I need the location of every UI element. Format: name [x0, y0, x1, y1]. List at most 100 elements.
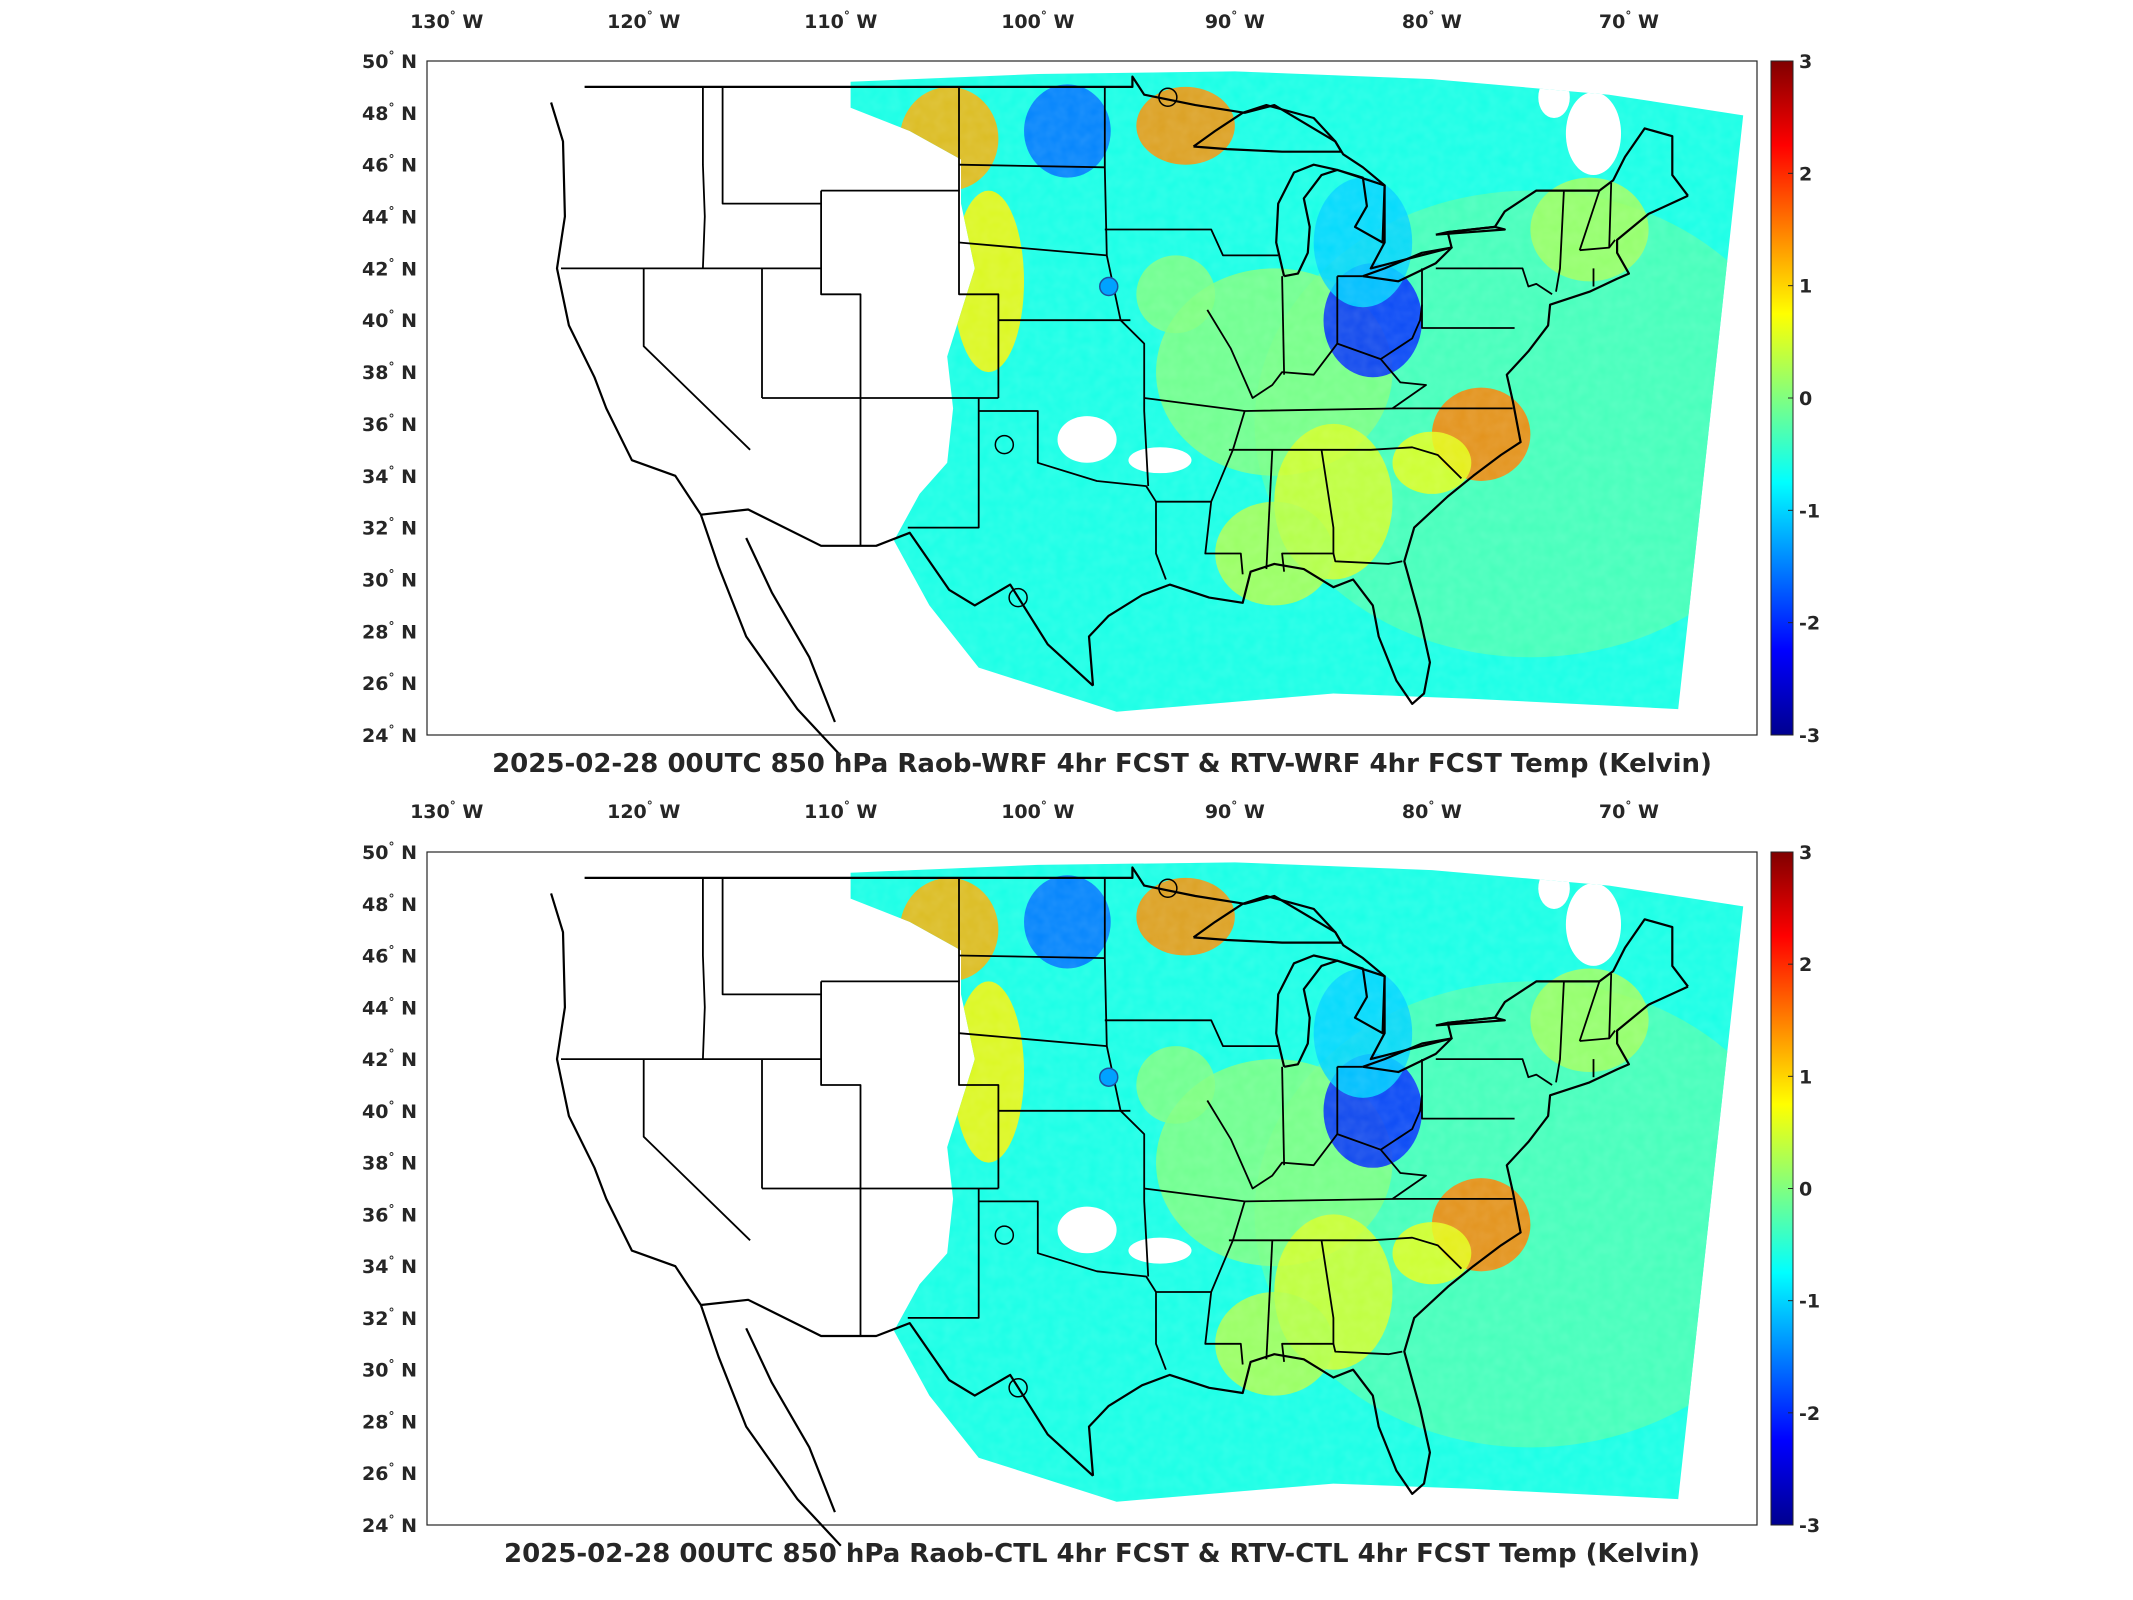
latitude-tick-label: 50° N: [362, 49, 417, 73]
latitude-tick-label: 46° N: [362, 153, 417, 177]
state-border: [702, 877, 706, 1060]
panel-title: 2025-02-28 00UTC 850 hPa Raob-WRF 4hr FC…: [492, 749, 1712, 779]
map-panel-1: 130° W 120° W 110° W 100° W 90° W 80° W 70° W 5…: [362, 9, 1820, 779]
longitude-tick-label: 70° W: [1599, 9, 1659, 33]
colorbar-tick-label: 1: [1799, 1066, 1812, 1088]
latitude-tick-label: 46° N: [362, 944, 417, 968]
state-border: [1244, 1198, 1513, 1203]
raob-marker: [1158, 87, 1178, 108]
colorbar-tick-label: -2: [1799, 613, 1820, 635]
state-border: [958, 954, 1105, 959]
latitude-tick-label: 34° N: [362, 1254, 417, 1278]
latitude-tick-label: 24° N: [362, 723, 417, 747]
coastline: [745, 1327, 836, 1513]
coastline: [584, 75, 1689, 270]
raob-marker: [1158, 878, 1178, 898]
map-panel-2: 130° W 120° W 110° W 100° W 90° W 80° W 70° W 5…: [362, 799, 1820, 1569]
colorbar-tick-label: -2: [1799, 1403, 1820, 1425]
state-border: [1103, 86, 1150, 487]
latitude-tick-label: 38° N: [362, 1151, 417, 1175]
state-border: [821, 189, 1000, 398]
state-border: [820, 981, 862, 1336]
latitude-tick-label: 42° N: [362, 1047, 417, 1071]
coastline: [699, 1304, 842, 1547]
longitude-tick-label: 80° W: [1402, 799, 1462, 823]
state-border: [820, 190, 862, 546]
great-lake-outline: [1435, 1016, 1506, 1027]
latitude-tick-label: 40° N: [362, 1099, 417, 1123]
longitude-tick-label: 130° W: [410, 9, 483, 33]
great-lake-outline: [1275, 163, 1339, 278]
latitude-tick-label: 36° N: [362, 412, 417, 436]
latitude-tick-label: 26° N: [362, 1461, 417, 1485]
state-border: [642, 268, 751, 451]
latitude-tick-label: 24° N: [362, 1513, 417, 1537]
coastline: [1087, 194, 1689, 706]
state-border: [1104, 228, 1279, 257]
colorbar-tick-label: -1: [1799, 1291, 1820, 1313]
longitude-tick-label: 100° W: [1001, 799, 1074, 823]
state-border: [821, 980, 1000, 1189]
colorbar-tick-label: 2: [1799, 163, 1812, 185]
state-border: [1265, 449, 1274, 570]
longitude-tick-label: 90° W: [1205, 9, 1265, 33]
latitude-tick-label: 28° N: [362, 619, 417, 643]
state-border: [1380, 304, 1423, 360]
colorbar-tick-label: 3: [1799, 842, 1812, 864]
coastline: [1087, 985, 1689, 1496]
coastline: [584, 866, 1689, 1061]
state-border: [958, 241, 1107, 257]
longitude-tick-label: 80° W: [1402, 9, 1462, 33]
state-border: [702, 86, 706, 269]
latitude-tick-label: 44° N: [362, 205, 417, 229]
latitude-tick-label: 40° N: [362, 308, 417, 332]
state-border: [1608, 182, 1613, 248]
state-border: [1206, 1100, 1427, 1200]
state-border: [1281, 1066, 1285, 1166]
great-lake-outline: [1192, 894, 1343, 944]
state-border: [642, 1059, 751, 1241]
longitude-tick-label: 120° W: [607, 799, 680, 823]
raob-marker: [994, 1225, 1015, 1245]
panel-title: 2025-02-28 00UTC 850 hPa Raob-CTL 4hr FC…: [504, 1539, 1700, 1569]
state-border: [1435, 267, 1553, 296]
state-border: [1380, 1095, 1423, 1151]
latitude-tick-label: 48° N: [362, 101, 417, 125]
latitude-tick-label: 50° N: [362, 840, 417, 864]
boundary-lines: [550, 866, 1689, 1547]
boundary-lines: [550, 75, 1689, 757]
longitude-tick-label: 120° W: [607, 9, 680, 33]
state-border: [958, 163, 1105, 169]
coastline: [550, 102, 702, 516]
state-border: [1244, 407, 1513, 412]
state-border: [721, 86, 822, 205]
latitude-tick-label: 28° N: [362, 1409, 417, 1433]
great-lake-outline: [1362, 1037, 1453, 1074]
latitude-tick-label: 30° N: [362, 1358, 417, 1382]
longitude-tick-label: 70° W: [1599, 799, 1659, 823]
state-border: [1555, 190, 1565, 292]
great-lake-outline: [1336, 959, 1386, 1035]
state-border: [1281, 276, 1285, 375]
coastline: [700, 508, 1094, 687]
state-border: [1578, 981, 1601, 1042]
latitude-tick-label: 44° N: [362, 995, 417, 1019]
state-border: [1608, 973, 1613, 1039]
latitude-tick-label: 42° N: [362, 256, 417, 280]
raob-marker: [994, 434, 1015, 455]
state-border: [1228, 446, 1463, 480]
longitude-tick-label: 110° W: [804, 9, 877, 33]
colorbar-tick-label: 1: [1799, 276, 1812, 298]
state-border: [1144, 397, 1246, 575]
longitude-tick-label: 100° W: [1001, 9, 1074, 33]
state-border: [1103, 877, 1150, 1277]
raob-marker: [1008, 1378, 1028, 1398]
state-border: [1421, 1059, 1515, 1120]
state-border: [1332, 553, 1403, 565]
state-border: [1435, 1058, 1553, 1086]
latitude-tick-label: 38° N: [362, 360, 417, 384]
state-border: [907, 1188, 980, 1319]
colorbar-tick-label: 0: [1799, 1179, 1812, 1201]
great-lake-outline: [1435, 225, 1506, 236]
